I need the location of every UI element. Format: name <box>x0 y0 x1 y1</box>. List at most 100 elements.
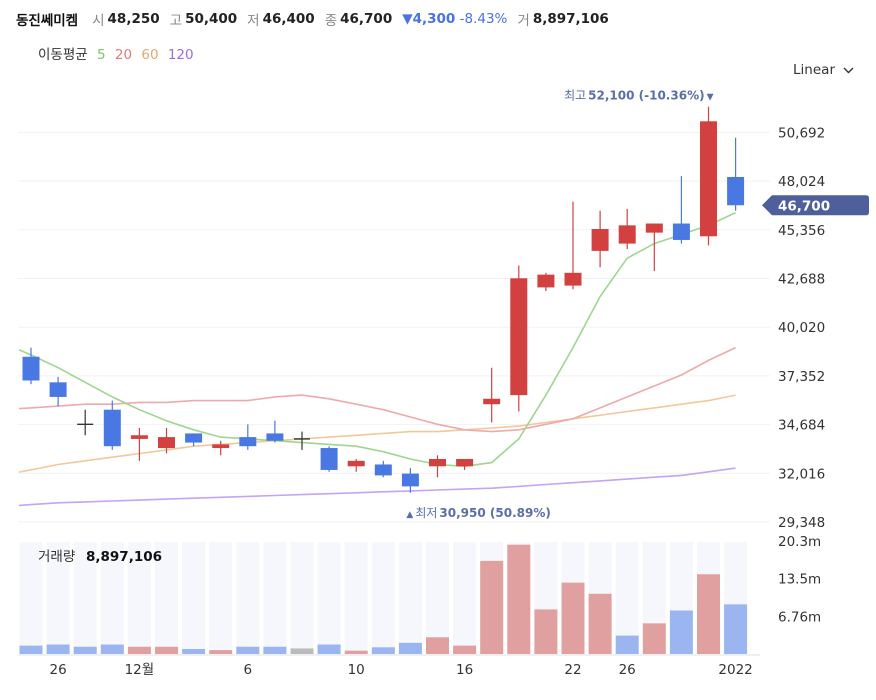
chevron-down-icon <box>843 67 854 73</box>
volume-bg-column <box>19 542 43 654</box>
candle[interactable] <box>22 347 40 385</box>
candle[interactable] <box>483 367 501 423</box>
volume-bar <box>236 646 260 654</box>
ma-5[interactable]: 5 <box>96 47 106 63</box>
volume-bar <box>182 648 206 654</box>
volume-bar <box>615 635 639 654</box>
candle[interactable] <box>212 440 230 456</box>
volume-bar <box>46 644 70 654</box>
volume-bar <box>642 623 666 654</box>
ma-120[interactable]: 120 <box>167 47 194 63</box>
volume-tick-label: 20.3m <box>778 534 821 550</box>
y-tick-label: 50,692 <box>778 125 825 141</box>
candle[interactable] <box>510 265 528 412</box>
change-amount: 4,300 <box>412 11 456 27</box>
volume-bar <box>317 644 341 654</box>
candle[interactable] <box>239 424 257 450</box>
volume-bar <box>480 560 504 654</box>
candle[interactable] <box>77 409 94 436</box>
ma-60[interactable]: 60 <box>141 47 159 63</box>
candle[interactable] <box>294 431 310 450</box>
candle[interactable] <box>103 400 121 450</box>
y-tick-label: 40,020 <box>778 320 825 336</box>
x-tick-label: 10 <box>348 662 365 678</box>
candle[interactable] <box>347 458 365 472</box>
candle-body <box>510 278 528 396</box>
candle[interactable] <box>564 201 582 290</box>
candle[interactable] <box>727 137 745 211</box>
open-value: 48,250 <box>107 11 160 27</box>
low-annotation-label: 최저 <box>415 506 437 520</box>
high-label: 고 <box>169 13 183 29</box>
candle[interactable] <box>456 458 474 470</box>
y-tick-label: 29,348 <box>778 515 825 531</box>
candle-body <box>22 356 40 381</box>
volume-tick-label: 6.76m <box>778 609 821 625</box>
candle[interactable] <box>591 210 609 268</box>
candle[interactable] <box>374 460 392 478</box>
candle-body <box>212 444 230 449</box>
x-tick-label: 22 <box>564 662 581 678</box>
candle[interactable] <box>537 272 555 292</box>
x-tick-label: 2022 <box>718 662 752 678</box>
candle[interactable] <box>185 433 203 447</box>
volume-label: 거 <box>517 13 530 29</box>
volume-bar <box>155 646 178 654</box>
candle[interactable] <box>320 446 338 472</box>
candle-body <box>429 458 446 467</box>
candle-body <box>158 437 175 449</box>
volume-bg-column <box>290 542 314 654</box>
candle[interactable] <box>700 106 717 246</box>
y-tick-label: 34,684 <box>778 418 825 434</box>
volume-bg-column <box>371 542 395 654</box>
candle-body <box>564 272 582 286</box>
volume-bg-column <box>209 542 233 654</box>
candle-body <box>374 464 392 476</box>
volume-bg-column <box>615 542 639 654</box>
candle[interactable] <box>618 208 636 250</box>
ma20-line <box>18 346 736 433</box>
candle[interactable] <box>401 468 419 493</box>
volume-bg-column <box>182 542 206 654</box>
volume-bar <box>100 644 124 654</box>
volume-value: 8,897,106 <box>86 549 162 565</box>
candle-body <box>672 223 690 240</box>
scale-mode-label: Linear <box>793 62 835 78</box>
candle-body <box>347 460 365 467</box>
candle-body <box>456 458 474 467</box>
candle[interactable] <box>49 376 67 407</box>
ma-label: 이동평균 <box>38 47 88 63</box>
candle[interactable] <box>266 420 284 443</box>
candle-body <box>537 274 555 288</box>
candle-body <box>266 433 284 441</box>
ma-20[interactable]: 20 <box>114 47 133 63</box>
volume-bar <box>398 642 422 654</box>
candle[interactable] <box>429 455 446 478</box>
volume-bg-column <box>317 542 341 654</box>
volume-bg-column <box>398 542 422 654</box>
ma60-line <box>18 394 736 473</box>
close-value: 46,700 <box>340 11 393 27</box>
scale-selector[interactable]: Linear <box>793 62 854 78</box>
y-tick-label: 37,352 <box>778 369 825 385</box>
high-annotation-value: 52,100 (-10.36%) <box>588 89 704 103</box>
candle-body <box>239 437 257 447</box>
volume-bg-column <box>127 542 151 654</box>
candle[interactable] <box>158 427 175 454</box>
current-price-tag <box>762 195 869 216</box>
candle-body <box>618 225 636 244</box>
stock-name: 동진쎄미켐 <box>16 13 79 29</box>
candle-body <box>700 121 717 237</box>
candle[interactable] <box>130 427 148 461</box>
volume-value: 8,897,106 <box>532 11 609 27</box>
volume-bg-column <box>73 542 97 654</box>
current-price-label: 46,700 <box>778 198 830 214</box>
volume-bar <box>453 645 477 654</box>
x-tick-label: 6 <box>244 662 253 678</box>
candle[interactable] <box>645 223 663 271</box>
volume-bg-column <box>426 542 449 654</box>
candle[interactable] <box>672 176 690 244</box>
volume-bar <box>263 646 287 654</box>
candle-body <box>645 223 663 233</box>
